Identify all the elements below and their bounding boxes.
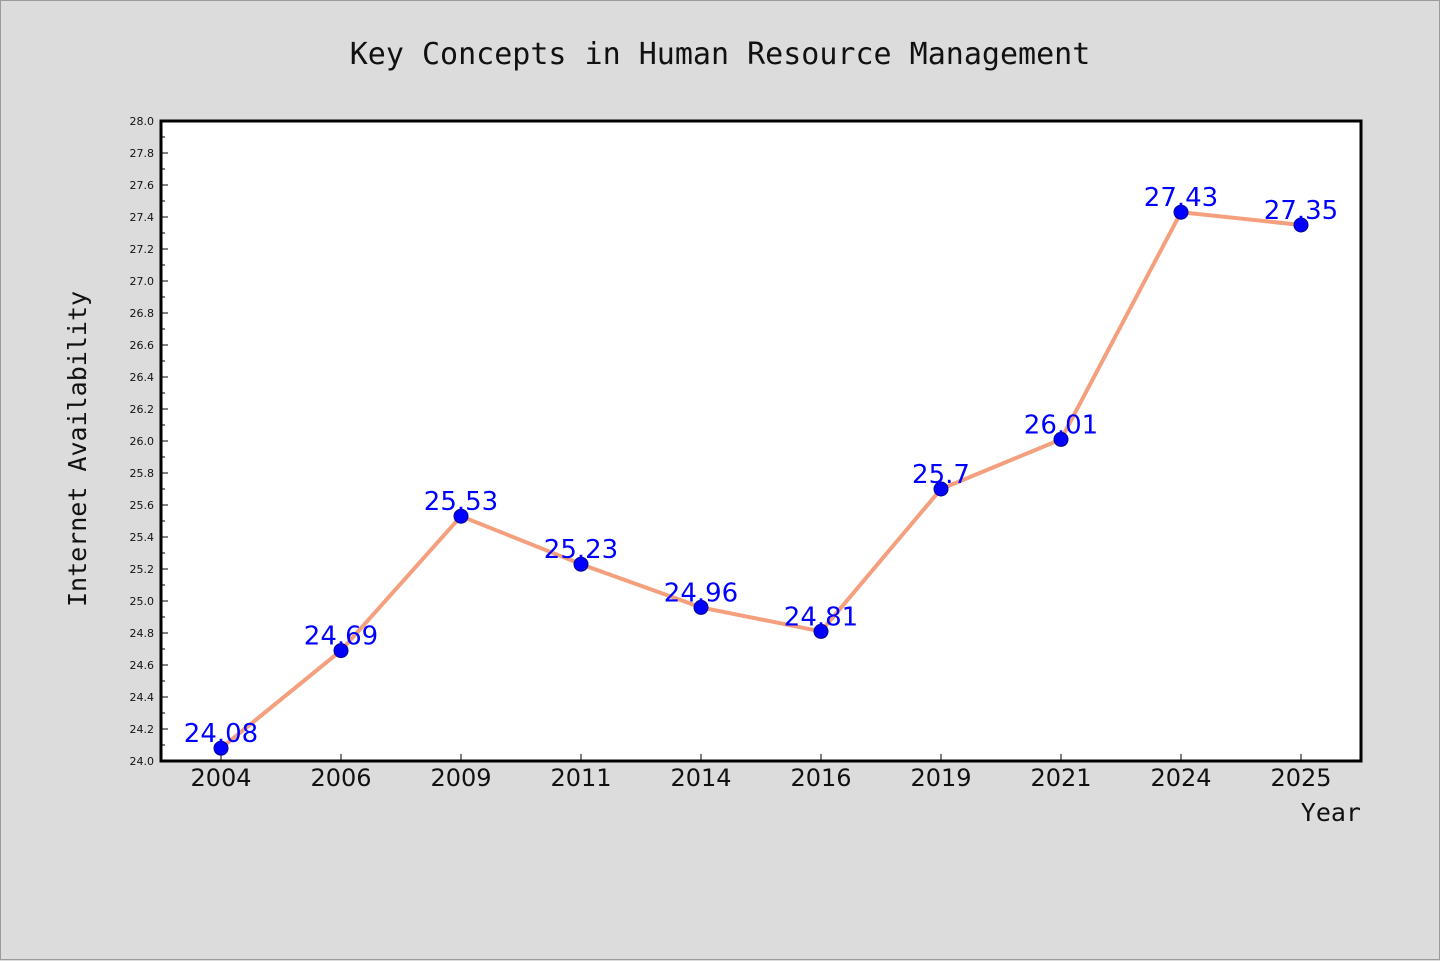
data-label: 24.81: [784, 602, 858, 632]
chart-title: Key Concepts in Human Resource Managemen…: [350, 37, 1091, 72]
data-point: [813, 623, 829, 639]
y-tick-label: 24.6: [130, 659, 155, 672]
x-tick-label: 2006: [310, 764, 371, 792]
y-tick-label: 27.2: [130, 243, 155, 256]
series-line: [219, 210, 1302, 750]
y-tick-label: 24.0: [130, 755, 155, 768]
data-point: [933, 481, 949, 497]
y-axis-label: Internet Availability: [63, 291, 92, 607]
x-tick-label: 2009: [430, 764, 491, 792]
x-tick-label: 2019: [910, 764, 971, 792]
y-tick-label: 28.0: [130, 115, 155, 128]
y-tick-label: 25.6: [130, 499, 155, 512]
y-tick-label: 24.8: [130, 627, 155, 640]
y-tick-label: 26.6: [130, 339, 155, 352]
x-tick-label: 2025: [1270, 764, 1331, 792]
data-point: [1173, 204, 1189, 220]
x-tick-label: 2014: [670, 764, 731, 792]
y-tick-label: 25.4: [130, 531, 155, 544]
series-layer: [213, 204, 1309, 756]
data-point: [453, 508, 469, 524]
y-tick-label: 24.2: [130, 723, 155, 736]
x-tick-label: 2016: [790, 764, 851, 792]
y-tick-label: 26.8: [130, 307, 155, 320]
y-tick-label: 25.8: [130, 467, 155, 480]
data-point: [573, 556, 589, 572]
data-point: [213, 740, 229, 756]
data-label: 25.7: [912, 460, 970, 490]
y-tick-label: 25.0: [130, 595, 155, 608]
y-tick-label: 26.4: [130, 371, 155, 384]
y-tick-label: 27.8: [130, 147, 155, 160]
y-tick-label: 27.0: [130, 275, 155, 288]
y-tick-label: 25.2: [130, 563, 155, 576]
data-label: 25.53: [424, 487, 498, 517]
y-tick-label: 27.4: [130, 211, 155, 224]
y-axis: 24.0 24.2 24.4 24.6 24.8 25.0 25.2 25.4 25.6 25.8…: [130, 115, 168, 768]
data-point: [333, 643, 349, 659]
data-point: [1053, 431, 1069, 447]
x-axis: 2004 2006 2009 2011 2014 2016 2019 2021 2024 2025: [190, 754, 1332, 792]
x-tick-label: 2004: [190, 764, 251, 792]
data-labels: 24.08 24.69 25.53 25.23 24.96 24.81 25.7 26.01 2…: [184, 183, 1338, 749]
data-label: 26.01: [1024, 410, 1098, 440]
data-label: 24.96: [664, 578, 738, 608]
data-label: 25.23: [544, 535, 618, 565]
y-tick-label: 26.0: [130, 435, 155, 448]
x-tick-label: 2021: [1030, 764, 1091, 792]
y-tick-label: 26.2: [130, 403, 155, 416]
x-axis-label: Year: [1301, 798, 1361, 827]
y-tick-label: 24.4: [130, 691, 155, 704]
x-tick-label: 2024: [1150, 764, 1211, 792]
x-tick-label: 2011: [550, 764, 611, 792]
data-point: [693, 599, 709, 615]
data-label: 24.69: [304, 622, 378, 652]
data-point: [1293, 217, 1309, 233]
plot-area: [159, 119, 1363, 763]
data-label: 24.08: [184, 719, 258, 749]
y-tick-label: 27.6: [130, 179, 155, 192]
data-label: 27.43: [1144, 183, 1218, 213]
data-label: 27.35: [1264, 196, 1338, 226]
